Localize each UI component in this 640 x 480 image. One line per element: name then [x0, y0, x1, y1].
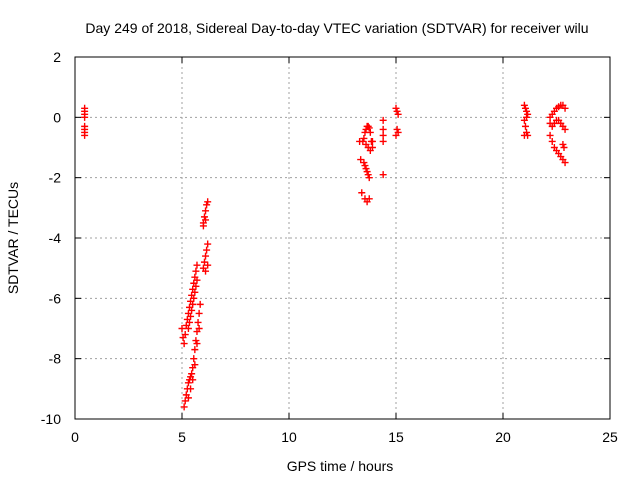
- x-tick-label: 15: [388, 429, 404, 445]
- data-point-t4: [365, 124, 373, 132]
- data-point-t5: [379, 125, 387, 133]
- data-point-t1: [188, 306, 196, 314]
- data-point-t3: [202, 207, 210, 215]
- data-point-t2: [190, 355, 198, 363]
- data-point-t2: [195, 325, 203, 332]
- data-point-t2: [187, 385, 195, 393]
- data-point-t1: [178, 325, 186, 332]
- data-point-t5: [392, 131, 400, 139]
- y-tick-label: -6: [49, 290, 62, 306]
- y-tick-label: 0: [53, 109, 61, 125]
- x-axis-label: GPS time / hours: [287, 458, 394, 474]
- data-point-t2: [191, 361, 199, 369]
- x-tick-label: 0: [71, 429, 79, 445]
- data-point-t1: [193, 261, 201, 269]
- y-tick-label: -2: [49, 170, 62, 186]
- y-tick-label: -10: [41, 411, 61, 427]
- data-point-t2: [194, 318, 202, 326]
- data-point-t2: [193, 340, 201, 348]
- data-point-t0: [81, 131, 89, 139]
- data-point-t3: [203, 246, 211, 254]
- x-tick-label: 10: [281, 429, 297, 445]
- data-point-t1: [191, 288, 199, 296]
- data-point-t2: [180, 403, 188, 411]
- data-point-t3: [199, 222, 207, 230]
- y-tick-label: -4: [49, 230, 62, 246]
- chart-title: Day 249 of 2018, Sidereal Day-to-day VTE…: [85, 20, 588, 36]
- data-point-t7: [560, 144, 568, 151]
- y-tick-label: -8: [49, 351, 62, 367]
- data-point-t2: [196, 300, 204, 308]
- x-tick-label: 20: [495, 429, 511, 445]
- data-point-t5: [379, 131, 387, 139]
- axis-ticks: [74, 56, 611, 420]
- data-point-t4: [358, 189, 366, 197]
- y-axis-label: SDTVAR / TECUs: [5, 182, 21, 294]
- data-point-t1: [192, 267, 200, 275]
- data-point-t4: [366, 147, 374, 155]
- data-point-t4: [365, 195, 373, 203]
- data-point-t7: [546, 131, 554, 139]
- data-point-t0: [81, 113, 89, 121]
- data-point-t3: [202, 252, 210, 260]
- data-point-t1: [189, 300, 197, 308]
- data-point-t1: [180, 340, 188, 348]
- data-points: [81, 101, 569, 411]
- y-tick-label: 2: [53, 49, 61, 65]
- data-point-t2: [195, 309, 203, 317]
- data-point-t5: [379, 116, 387, 124]
- data-point-t2: [189, 376, 197, 384]
- data-point-t3: [202, 267, 210, 275]
- data-point-t4: [360, 134, 368, 142]
- data-point-t7: [548, 137, 556, 145]
- data-point-t1: [193, 276, 201, 284]
- data-point-t6: [521, 122, 529, 130]
- data-point-t4: [366, 128, 374, 136]
- x-tick-labels: 0 5 10 15 20 25: [71, 429, 618, 445]
- data-point-t1: [187, 312, 195, 320]
- data-point-t2: [184, 394, 192, 402]
- data-point-t4: [368, 137, 376, 145]
- data-point-t7: [561, 125, 569, 133]
- data-point-t5: [394, 110, 402, 118]
- data-point-t3: [202, 216, 210, 224]
- data-point-t1: [181, 331, 189, 339]
- data-point-t7: [561, 159, 569, 167]
- data-point-t2: [188, 370, 196, 378]
- data-point-t7: [561, 104, 569, 112]
- data-point-t5: [379, 171, 387, 179]
- data-point-t3: [204, 261, 212, 269]
- data-point-t1: [184, 325, 192, 332]
- data-point-t3: [204, 198, 212, 206]
- data-point-t1: [190, 294, 198, 302]
- data-point-t5: [379, 137, 387, 145]
- data-point-t6: [523, 113, 531, 121]
- x-tick-label: 5: [178, 429, 186, 445]
- y-tick-labels: -10 -8 -6 -4 -2 0 2: [41, 49, 61, 427]
- data-point-t4: [365, 174, 373, 182]
- data-point-t4: [364, 122, 372, 130]
- data-point-t6: [520, 131, 528, 139]
- x-tick-label: 25: [602, 429, 618, 445]
- grid-lines: [75, 57, 610, 419]
- data-point-t1: [185, 318, 193, 326]
- data-point-t3: [204, 240, 212, 248]
- data-point-t1: [192, 282, 200, 290]
- data-point-t2: [191, 346, 199, 354]
